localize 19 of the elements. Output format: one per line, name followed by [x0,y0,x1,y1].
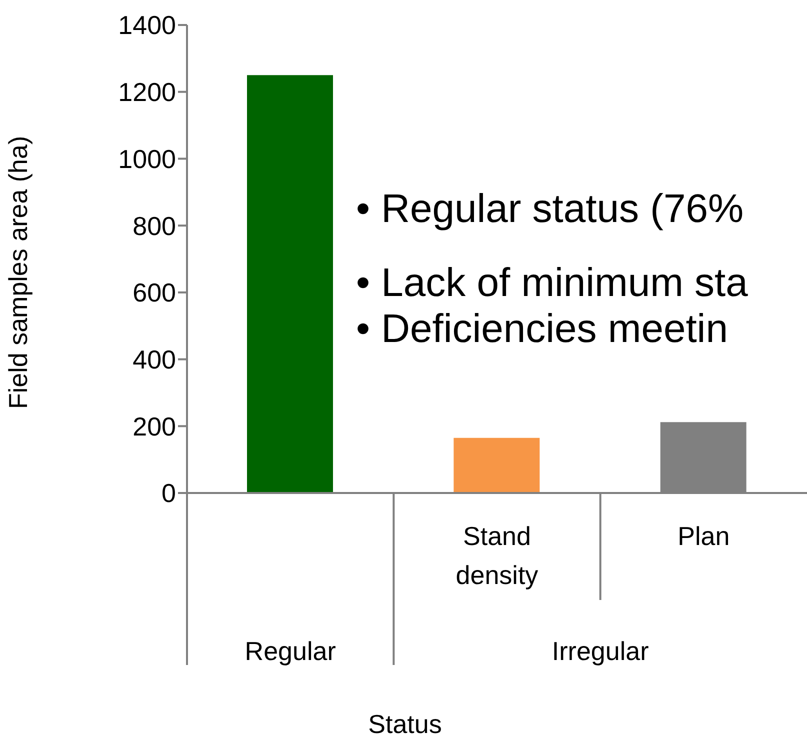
bar [454,438,540,493]
y-tick-label: 400 [132,344,176,375]
y-axis-title: Field samples area (ha) [3,136,34,409]
annotation: • Lack of minimum sta [356,261,749,305]
x-tick-label: Stand density [456,521,538,590]
annotation: • Regular status (76% [356,187,744,231]
annotation: • Deficiencies meetin [356,307,728,351]
y-tick-label: 800 [132,210,176,241]
y-tick-label: 1000 [118,144,176,174]
y-tick-label: 1200 [118,77,176,108]
bar [247,75,333,493]
y-tick-label: 0 [162,478,176,508]
text: Irregular [552,636,650,666]
x-tick-label: Plan [678,521,730,551]
x-axis-title: Status [368,709,442,739]
y-tick-label: 600 [132,278,176,308]
y-tick-label: 1400 [118,10,176,40]
text: Regular [244,636,336,666]
y-tick-label: 200 [132,411,176,442]
